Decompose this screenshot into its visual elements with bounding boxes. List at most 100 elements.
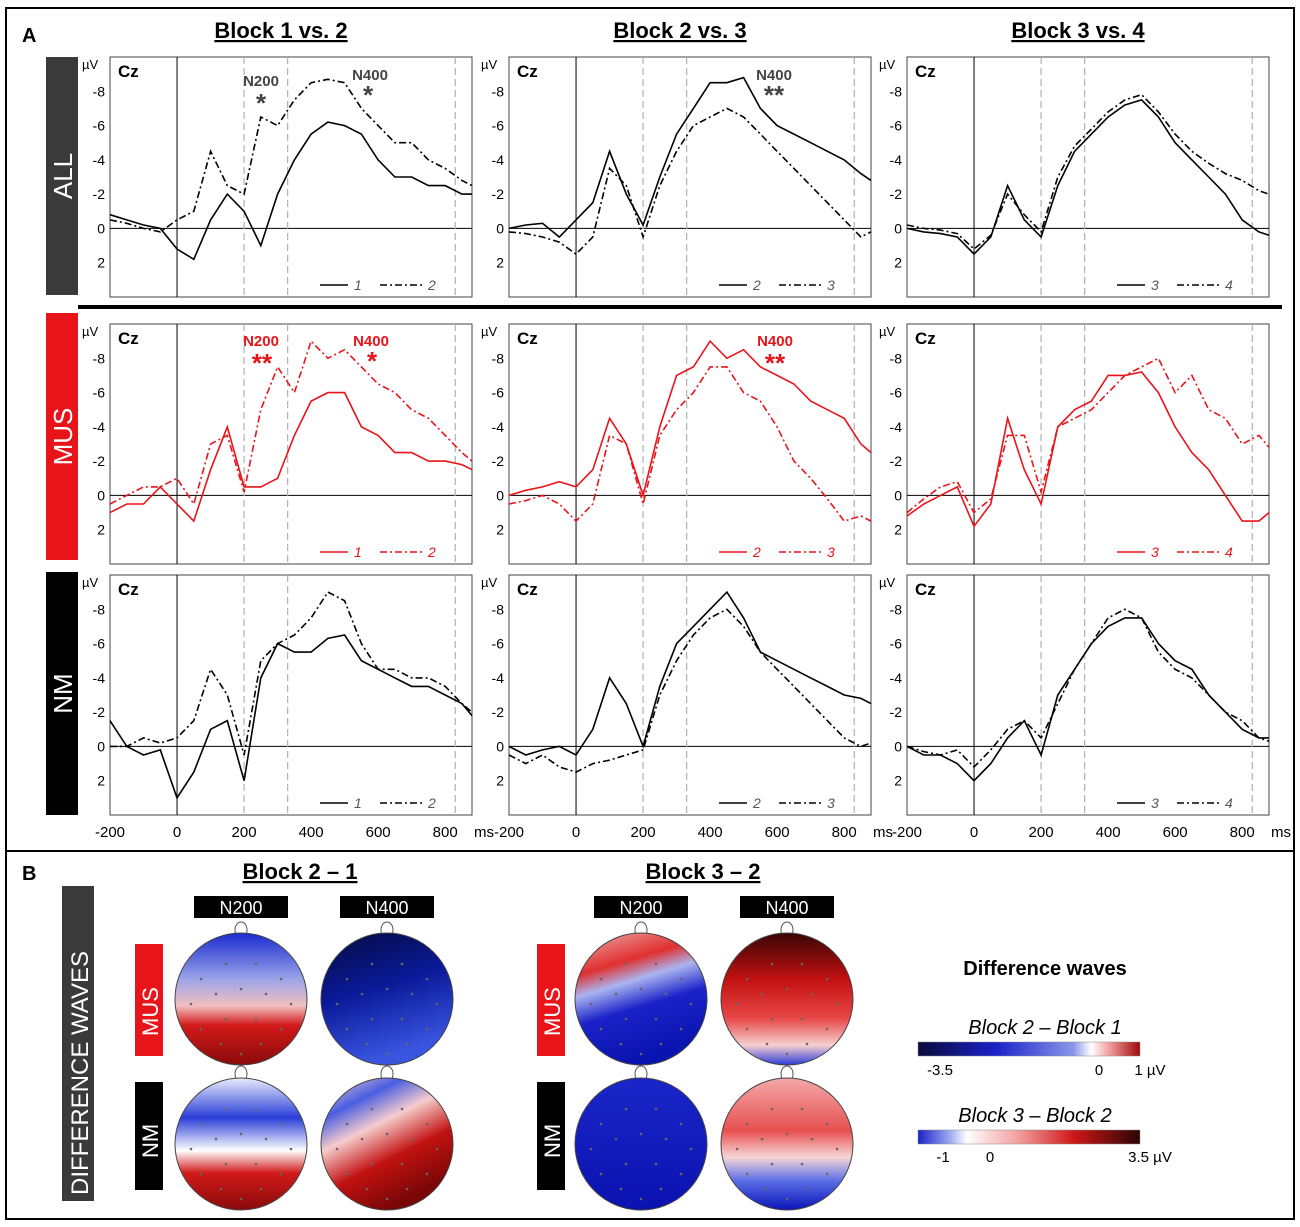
legend-label-dashdot: 3	[827, 795, 835, 811]
topomap-mus-block32-n200	[574, 921, 708, 1066]
legend-label-solid: 3	[1151, 277, 1159, 293]
x-tick-label: -200	[494, 824, 524, 841]
electrode-dot	[239, 987, 243, 991]
electrode-label: Cz	[517, 62, 538, 81]
electrode-dot	[599, 977, 603, 981]
electrode-dot	[199, 1027, 203, 1031]
group-label-mus: MUS	[48, 408, 78, 466]
electrode-dot	[589, 1147, 593, 1151]
electrode-dot	[624, 1107, 628, 1111]
legend-label-solid: 3	[1151, 795, 1159, 811]
electrode-dot	[435, 1147, 439, 1151]
legend-label-solid: 2	[752, 277, 761, 293]
electrode-dot	[219, 1187, 223, 1191]
scale-2-bar	[917, 1129, 1141, 1145]
electrode-dot	[765, 1042, 769, 1046]
electrode-dot	[624, 1162, 628, 1166]
y-tick-label: -4	[890, 419, 903, 435]
erp-series-3	[508, 366, 872, 523]
x-tick-label: 200	[1029, 824, 1054, 841]
electrode-dot	[599, 1172, 603, 1176]
electrode-dot	[214, 1137, 218, 1141]
electrode-dot	[400, 1017, 404, 1021]
significance-annotations: N200*N400*N400**N200**N400*N400**	[243, 67, 793, 378]
difference-waves-label: DIFFERENCE WAVES	[67, 951, 94, 1195]
n200-label-box-2	[594, 896, 688, 918]
scale-1-bar	[917, 1041, 1141, 1057]
electrode-dot	[785, 1197, 789, 1201]
electrode-dot	[410, 1137, 414, 1141]
electrode-dot	[435, 1002, 439, 1006]
scale-1-tick-zero: 0	[1095, 1062, 1103, 1079]
electrode-dot	[425, 977, 429, 981]
electrode-dot	[624, 962, 628, 966]
electrode-dot	[664, 992, 668, 996]
y-unit-label: µV	[82, 575, 98, 590]
nm-row-label-2: NM	[540, 1124, 565, 1158]
electrode-label: Cz	[915, 580, 936, 599]
electrode-dot	[385, 987, 389, 991]
x-tick-label: -200	[892, 824, 922, 841]
n400-label-box-1	[340, 896, 434, 918]
y-tick-label: -2	[93, 704, 106, 720]
group-label-all: ALL	[48, 153, 78, 199]
y-unit-label: µV	[481, 575, 497, 590]
y-tick-label: 0	[97, 220, 105, 236]
y-tick-label: 0	[894, 487, 902, 503]
y-tick-label: -2	[93, 453, 106, 469]
electrode-dot	[589, 1002, 593, 1006]
electrode-dot	[345, 1027, 349, 1031]
annotation-mus_c1_n400_sig: *	[367, 346, 378, 376]
erp-plot-nm-col2: -8 -6 -4 -2 0 2 µV Cz 2 3	[481, 574, 872, 816]
electrode-dot	[279, 977, 283, 981]
electrode-dot	[254, 1162, 258, 1166]
electrode-dot	[639, 987, 643, 991]
electrode-dot	[785, 987, 789, 991]
column-title-1: Block 1 vs. 2	[214, 18, 347, 43]
electrode-label: Cz	[915, 62, 936, 81]
erp-series-2	[508, 339, 872, 499]
erp-series-3	[508, 608, 872, 773]
electrode-dot	[335, 1147, 339, 1151]
scale-1-tick-min: -3.5	[927, 1062, 953, 1079]
annotation-all_c1_n200: N200	[243, 73, 279, 90]
erp-plot-all-col2: -8 -6 -4 -2 0 2 µV Cz 2 3	[481, 56, 872, 298]
column-title-2: Block 2 vs. 3	[613, 18, 746, 43]
electrode-dot	[370, 1017, 374, 1021]
x-axis-labels: -200 0 200 400 600 800 ms -200 0 200 400 600 800 ms-2…	[95, 824, 1291, 841]
erp-series-1	[109, 121, 472, 261]
y-tick-label: -8	[93, 83, 106, 99]
electrode-dot	[825, 1172, 829, 1176]
y-tick-label: -8	[93, 601, 106, 617]
electrode-dot	[835, 1147, 839, 1151]
electrode-dot	[405, 1187, 409, 1191]
difference-waves-label-box	[62, 886, 94, 1201]
electrode-dot	[659, 1042, 663, 1046]
x-tick-label: 800	[1230, 824, 1255, 841]
nm-row-label-1: NM	[138, 1124, 163, 1158]
plot-frame	[508, 323, 872, 565]
y-tick-label: 0	[894, 220, 902, 236]
electrode-dot	[765, 1187, 769, 1191]
y-tick-label: 2	[97, 255, 105, 271]
group-label-box-nm	[46, 572, 78, 815]
electrode-dot	[239, 1052, 243, 1056]
y-unit-label: µV	[82, 57, 98, 72]
panel-b-frame	[5, 850, 1295, 1220]
electrode-dot	[679, 1122, 683, 1126]
electrode-dot	[659, 1187, 663, 1191]
electrode-dot	[654, 962, 658, 966]
electrode-dot	[400, 1107, 404, 1111]
x-tick-label: 0	[173, 824, 181, 841]
electrode-dot	[825, 1122, 829, 1126]
x-unit-label: ms	[873, 824, 893, 841]
y-tick-label: -8	[93, 350, 106, 366]
y-tick-label: 2	[97, 773, 105, 789]
erp-series-2	[109, 78, 473, 233]
electrode-dot	[199, 977, 203, 981]
electrode-dot	[224, 1017, 228, 1021]
erp-plot-mus-col3: -8 -6 -4 -2 0 2 µV Cz 3 4	[879, 323, 1270, 565]
electrode-dot	[224, 1107, 228, 1111]
electrode-dot	[264, 1137, 268, 1141]
